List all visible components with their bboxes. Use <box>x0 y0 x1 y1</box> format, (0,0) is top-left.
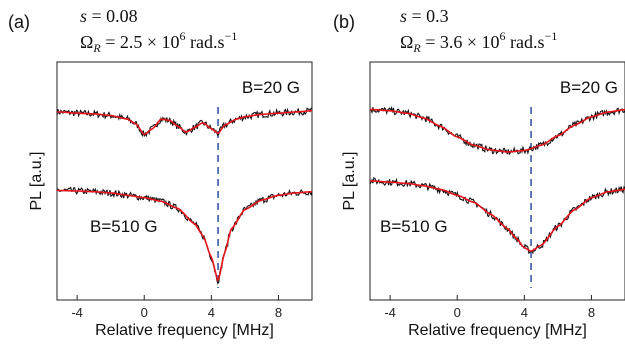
param-s: s = 0.3 <box>400 6 449 26</box>
measured-trace <box>56 186 313 285</box>
y-axis-label: PL [a.u.] <box>28 152 45 211</box>
param-omega-unit-exp: −1 <box>545 29 558 43</box>
x-tick-label: 8 <box>588 305 595 320</box>
panel-label: (a) <box>8 12 30 32</box>
param-omega-value: = 3.6 × 10 <box>421 32 500 52</box>
param-s-symbol: s <box>80 6 87 26</box>
fit-curve <box>370 180 625 252</box>
trace-label: B=510 G <box>380 217 448 236</box>
series-b510: B=510 G <box>369 177 625 255</box>
x-tick-label: 0 <box>454 305 461 320</box>
panel-b: (b) s = 0.3 ΩR = 3.6 × 106 rad.s−1 -4 0 4 8Rel… <box>333 6 625 339</box>
plot-frame <box>369 61 625 301</box>
fit-curve <box>57 110 312 136</box>
param-omega-exp: 6 <box>180 29 186 43</box>
panel-label: (b) <box>333 12 355 32</box>
param-s-value: = 0.3 <box>407 6 449 26</box>
trace-label: B=20 G <box>560 78 618 97</box>
fit-curve <box>370 108 625 153</box>
param-omega-symbol: Ω <box>80 32 93 52</box>
panel-a: (a) s = 0.08 ΩR = 2.5 × 106 rad.s−1 -4 0 4 8Re… <box>8 6 313 339</box>
x-tick-label: 8 <box>275 305 282 320</box>
x-axis-label: Relative frequency [MHz] <box>95 322 274 339</box>
param-omega-sub: R <box>412 41 421 55</box>
param-omega: ΩR = 2.5 × 106 rad.s−1 <box>80 29 237 55</box>
param-s: s = 0.08 <box>80 6 138 26</box>
measured-trace <box>369 177 625 255</box>
fit-curve <box>57 189 313 282</box>
measured-trace <box>56 107 313 138</box>
x-axis-label: Relative frequency [MHz] <box>408 322 587 339</box>
measured-trace <box>369 105 625 156</box>
param-omega-unit: rad.s <box>186 32 225 52</box>
param-omega-exp: 6 <box>500 29 506 43</box>
series-b510: B=510 G <box>56 186 313 285</box>
param-s-value: = 0.08 <box>87 6 138 26</box>
param-omega: ΩR = 3.6 × 106 rad.s−1 <box>400 29 557 55</box>
x-tick-label: -4 <box>384 305 396 320</box>
param-omega-sub: R <box>92 41 101 55</box>
series-b20: B=20 G <box>369 78 625 156</box>
param-omega-value: = 2.5 × 10 <box>101 32 180 52</box>
param-s-symbol: s <box>400 6 407 26</box>
param-omega-symbol: Ω <box>400 32 413 52</box>
trace-label: B=510 G <box>90 217 158 236</box>
param-omega-unit: rad.s <box>506 32 545 52</box>
x-tick-label: 0 <box>141 305 148 320</box>
series-b20: B=20 G <box>56 78 313 138</box>
x-tick-label: -4 <box>71 305 83 320</box>
param-omega-unit-exp: −1 <box>225 29 238 43</box>
x-tick-label: 4 <box>521 305 528 320</box>
y-axis-label: PL [a.u.] <box>341 152 358 211</box>
trace-label: B=20 G <box>242 78 300 97</box>
plot-frame <box>56 61 313 301</box>
x-tick-label: 4 <box>208 305 215 320</box>
